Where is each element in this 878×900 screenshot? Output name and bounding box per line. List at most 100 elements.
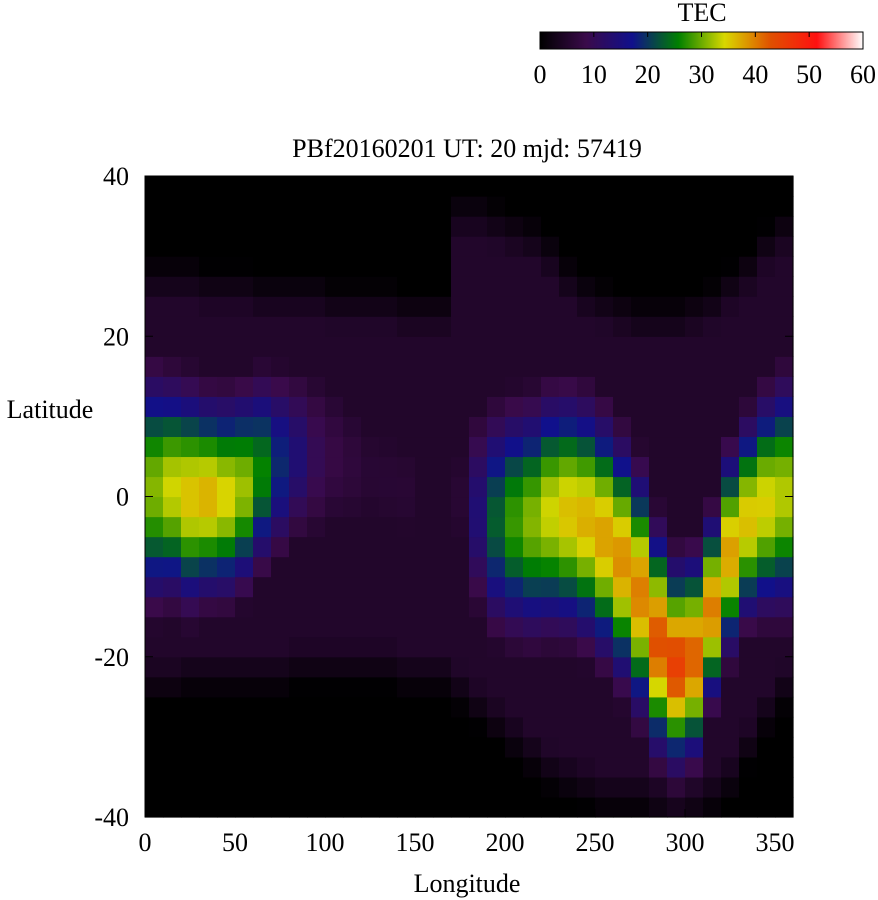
heatmap-cell [523,456,542,478]
heatmap-cell [379,276,398,297]
heatmap-cell [775,336,794,357]
heatmap-cell [595,596,614,618]
heatmap-cell [145,316,164,337]
heatmap-cell [523,516,542,538]
heatmap-cell [289,776,308,798]
heatmap-cell [523,576,542,598]
heatmap-cell [505,356,524,377]
heatmap-cell [595,436,614,458]
heatmap-cell [703,276,722,297]
heatmap-cell [703,556,722,578]
heatmap-cell [739,676,758,698]
heatmap-cell [685,776,704,798]
heatmap-cell [199,436,218,458]
heatmap-cell [253,576,272,598]
heatmap-cell [703,696,722,718]
heatmap-cell [325,576,344,598]
heatmap-cell [199,176,218,197]
heatmap-cell [739,316,758,337]
heatmap-cell [721,676,740,698]
heatmap-cell [235,416,254,438]
heatmap-cell [469,456,488,478]
heatmap-cell [451,556,470,578]
heatmap-cell [667,496,686,518]
heatmap-cell [775,416,794,438]
heatmap-cell [559,276,578,297]
heatmap-cell [415,716,434,738]
heatmap-cell [433,636,452,658]
heatmap-cell [505,616,524,638]
heatmap-cell [505,196,524,217]
heatmap-cell [451,516,470,538]
heatmap-cell [721,376,740,397]
heatmap-cell [559,196,578,217]
heatmap-cell [397,276,416,297]
heatmap-cell [685,756,704,778]
heatmap-cell [379,596,398,618]
heatmap-cell [775,396,794,417]
heatmap-cell [235,436,254,458]
heatmap-cell [451,216,470,237]
heatmap-cell [325,736,344,758]
heatmap-cell [685,716,704,738]
heatmap-cell [577,456,596,478]
heatmap-cell [649,716,668,738]
heatmap-cell [649,376,668,397]
heatmap-cell [487,236,506,257]
heatmap-cell [487,196,506,217]
heatmap-cell [451,716,470,738]
heatmap-cell [739,696,758,718]
heatmap-cell [505,536,524,558]
heatmap-cell [595,416,614,438]
heatmap-cell [757,796,776,818]
heatmap-cell [721,456,740,478]
heatmap-cell [253,516,272,538]
heatmap-cell [613,256,632,277]
heatmap-cell [649,596,668,618]
heatmap-cell [343,356,362,377]
heatmap-cell [217,196,236,217]
heatmap-cell [271,756,290,778]
heatmap-cell [163,376,182,397]
heatmap-cell [721,236,740,257]
heatmap-cell [757,216,776,237]
heatmap-cell [325,536,344,558]
heatmap-cell [361,796,380,818]
heatmap-cell [649,636,668,658]
heatmap-cell [451,176,470,197]
heatmap-cell [217,296,236,317]
heatmap-cell [145,676,164,698]
heatmap-cell [469,476,488,498]
heatmap-cell [397,716,416,738]
heatmap-cell [433,576,452,598]
heatmap-cell [505,596,524,618]
heatmap-cell [163,636,182,658]
heatmap-cell [487,416,506,438]
heatmap-cell [649,276,668,297]
heatmap-cell [325,716,344,738]
heatmap-cell [721,696,740,718]
heatmap-cell [343,216,362,237]
heatmap-cell [271,776,290,798]
heatmap-cell [343,456,362,478]
heatmap-cell [505,396,524,417]
heatmap-cell [541,536,560,558]
heatmap-cell [775,696,794,718]
heatmap-cell [595,576,614,598]
heatmap-cell [703,496,722,518]
heatmap-cell [757,356,776,377]
heatmap-cell [505,656,524,678]
heatmap-cell [343,656,362,678]
heatmap-cell [721,416,740,438]
heatmap-cell [235,256,254,277]
heatmap-cell [559,796,578,818]
heatmap-cell [703,456,722,478]
heatmap-cell [253,376,272,397]
heatmap-cell [253,616,272,638]
heatmap-cell [433,796,452,818]
heatmap-cell [631,636,650,658]
heatmap-cell [253,476,272,498]
heatmap-cell [199,636,218,658]
heatmap-cell [631,336,650,357]
heatmap-cell [667,396,686,417]
